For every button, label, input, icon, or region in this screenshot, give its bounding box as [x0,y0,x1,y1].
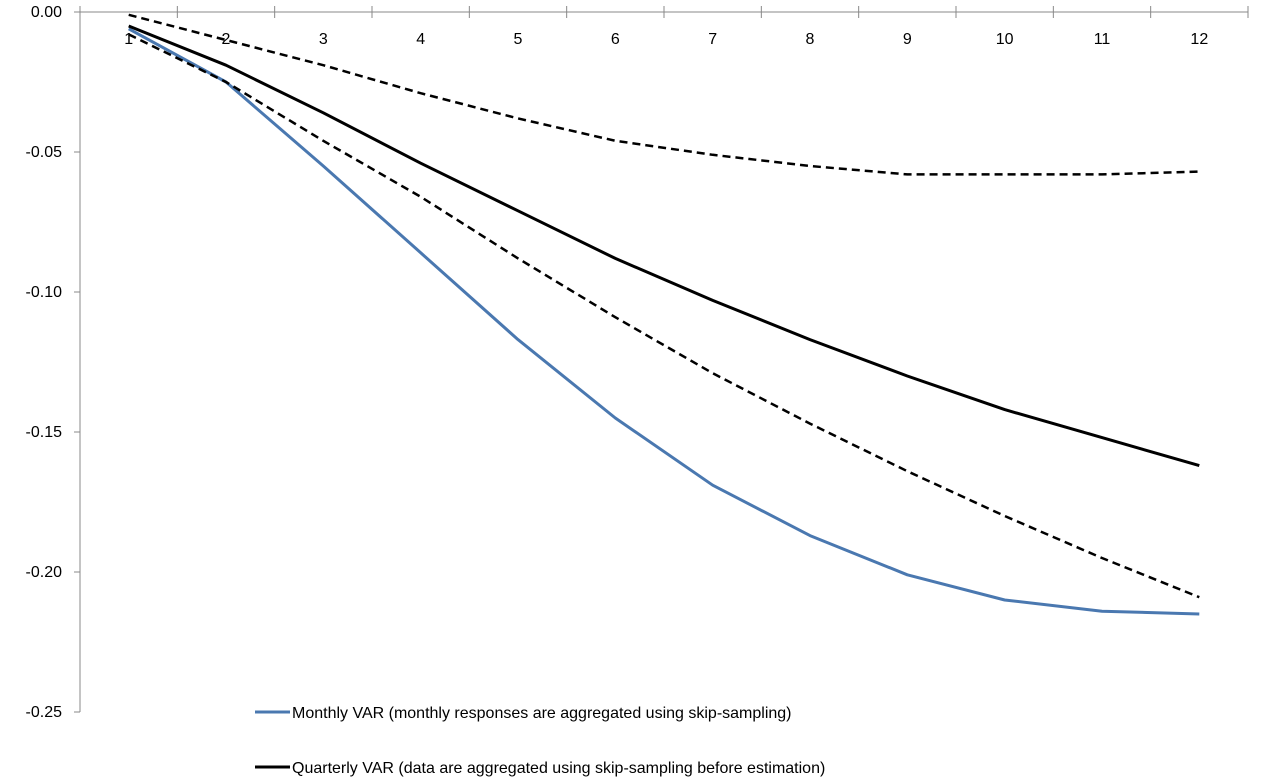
y-tick-label: -0.10 [26,284,63,301]
y-tick-label: -0.25 [26,704,63,721]
series-layer [127,13,1200,616]
x-tick-label: 5 [514,31,523,48]
legend: Monthly VAR (monthly responses are aggre… [255,705,825,777]
x-tick-label: 2 [222,31,231,48]
axes: 0.00-0.05-0.10-0.15-0.20-0.251 2 3 4 5 6 7 8 9 10… [26,4,1249,721]
y-tick-label: -0.05 [26,144,63,161]
x-tick-label: 10 [996,31,1014,48]
x-tick-label: 12 [1190,31,1208,48]
series-line-2 [128,24,1200,468]
x-tick-label: 3 [319,31,328,48]
y-tick-label: -0.15 [26,424,63,441]
x-tick-label: 8 [806,31,815,48]
legend-label: Monthly VAR (monthly responses are aggre… [292,705,792,722]
x-tick-label: 6 [611,31,620,48]
y-tick-label: -0.20 [26,564,63,581]
x-tick-label: 1 [124,31,133,48]
series-line-4-dashed [128,33,1200,599]
y-tick-label: 0.00 [31,4,62,21]
series-line-3-dashed [128,13,1200,176]
x-tick-label: 7 [708,31,717,48]
x-tick-label: 11 [1094,31,1111,48]
x-tick-label: 9 [903,31,912,48]
legend-label: Quarterly VAR (data are aggregated using… [292,760,825,777]
series-line-1 [127,27,1200,616]
x-tick-label: 4 [416,31,425,48]
